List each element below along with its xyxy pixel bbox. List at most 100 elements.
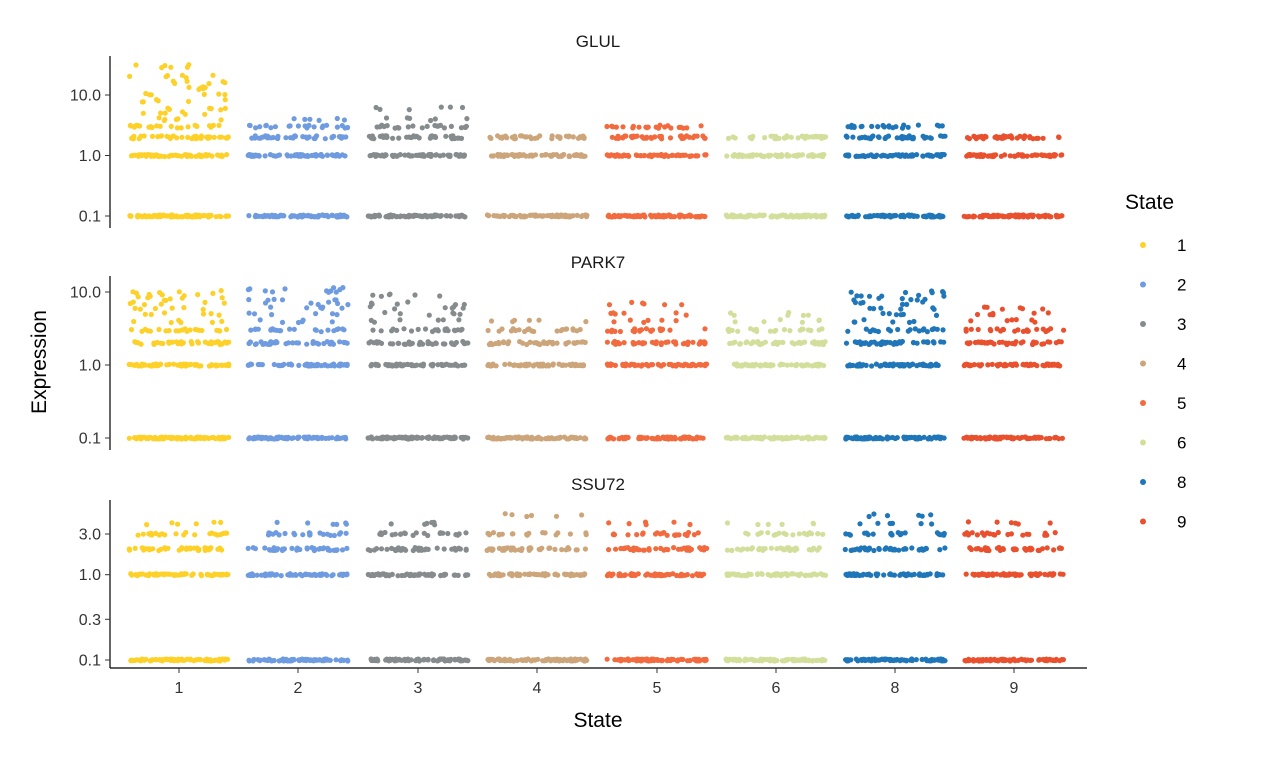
- data-point: [852, 434, 859, 440]
- data-point: [126, 435, 132, 441]
- data-point: [253, 326, 259, 332]
- data-point: [197, 435, 204, 441]
- data-point: [419, 125, 425, 131]
- data-point: [912, 326, 918, 332]
- data-point: [750, 657, 757, 663]
- data-point: [274, 153, 281, 159]
- data-point: [622, 657, 628, 663]
- data-point: [500, 339, 507, 345]
- data-point: [425, 656, 431, 663]
- data-point: [1046, 214, 1053, 220]
- data-point: [816, 317, 822, 323]
- data-point: [966, 341, 972, 347]
- data-point: [871, 511, 877, 517]
- data-point: [659, 317, 665, 323]
- data-point: [878, 363, 884, 369]
- data-point: [735, 328, 741, 334]
- data-point: [913, 657, 919, 663]
- data-point: [906, 435, 912, 441]
- data-point: [654, 152, 660, 158]
- data-point: [750, 133, 756, 139]
- data-point: [447, 104, 453, 110]
- data-point: [178, 319, 184, 326]
- data-point: [161, 310, 168, 316]
- data-point: [690, 135, 696, 141]
- data-point: [766, 657, 772, 663]
- data-point: [621, 436, 627, 442]
- data-point: [453, 362, 459, 368]
- data-point: [392, 152, 398, 158]
- data-point: [461, 301, 467, 308]
- series-state-5: [604, 122, 709, 220]
- data-point: [169, 339, 175, 345]
- data-point: [141, 302, 147, 308]
- data-point: [520, 657, 526, 664]
- data-point: [672, 339, 679, 345]
- data-point: [887, 328, 894, 334]
- data-point: [151, 340, 157, 346]
- data-point: [183, 152, 189, 158]
- data-point: [274, 519, 280, 526]
- data-point: [646, 546, 652, 552]
- data-point: [408, 571, 414, 578]
- data-point: [409, 363, 415, 369]
- y-tick-label: 0.3: [79, 612, 101, 629]
- data-point: [883, 134, 889, 140]
- data-point: [143, 572, 149, 578]
- data-point: [219, 341, 225, 347]
- data-point: [968, 326, 974, 332]
- data-point: [844, 213, 850, 219]
- data-point: [396, 125, 402, 131]
- series-state-1: [126, 288, 232, 442]
- data-point: [490, 362, 496, 368]
- series-state-8: [842, 511, 948, 664]
- data-point: [1029, 317, 1035, 323]
- data-point: [245, 362, 252, 368]
- data-point: [1009, 362, 1016, 369]
- data-point: [387, 341, 393, 347]
- data-point: [378, 530, 384, 536]
- series-state-6: [723, 520, 829, 664]
- data-point: [484, 212, 490, 218]
- data-point: [604, 123, 610, 130]
- data-point: [396, 135, 402, 141]
- data-point: [570, 134, 576, 140]
- data-point: [145, 435, 151, 441]
- data-point: [312, 435, 318, 441]
- data-point: [1024, 436, 1030, 442]
- data-point: [485, 327, 491, 334]
- data-point: [486, 546, 492, 552]
- data-point: [526, 317, 533, 323]
- y-tick-label: 0.1: [79, 431, 101, 448]
- data-point: [391, 436, 397, 442]
- data-point: [374, 435, 380, 441]
- data-point: [850, 547, 856, 553]
- data-point: [183, 529, 189, 536]
- data-point: [247, 286, 253, 292]
- data-point: [611, 319, 617, 325]
- data-point: [527, 134, 533, 140]
- data-point: [858, 657, 864, 663]
- data-point: [449, 136, 455, 142]
- data-point: [765, 521, 771, 528]
- data-point: [458, 658, 464, 664]
- data-point: [390, 135, 396, 141]
- data-point: [875, 124, 881, 130]
- data-point: [613, 341, 619, 347]
- data-point: [922, 296, 928, 302]
- data-point: [547, 213, 553, 219]
- data-point: [178, 125, 184, 131]
- data-point: [689, 362, 695, 368]
- data-point: [522, 434, 529, 440]
- data-point: [659, 136, 665, 142]
- series-state-4: [484, 133, 590, 220]
- data-point: [938, 152, 944, 158]
- data-point: [276, 328, 283, 334]
- data-point: [490, 153, 496, 159]
- data-point: [148, 311, 154, 318]
- data-point: [798, 571, 804, 577]
- data-point: [631, 362, 637, 368]
- data-point: [457, 152, 464, 158]
- data-point: [1024, 153, 1030, 159]
- data-point: [329, 319, 335, 325]
